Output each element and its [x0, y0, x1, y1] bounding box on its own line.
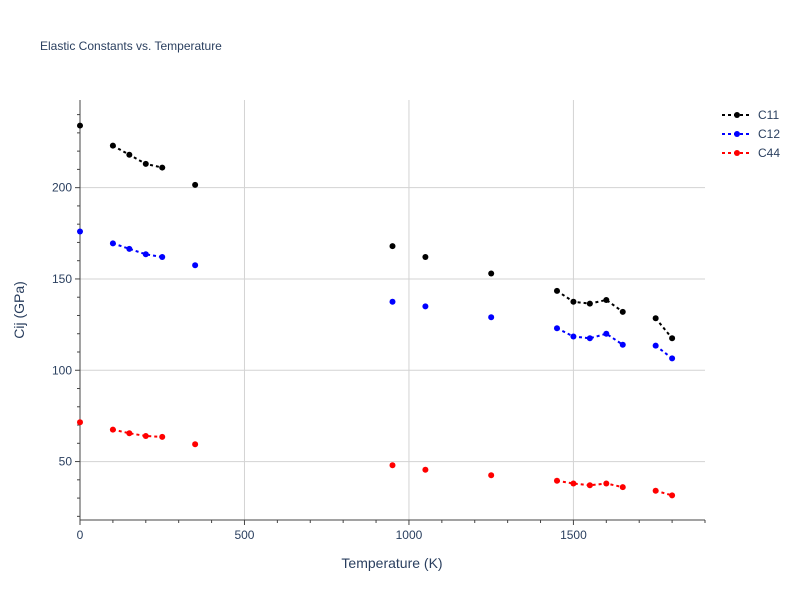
legend-item-c11[interactable]: C11 — [722, 108, 779, 122]
data-point-c44 — [109, 426, 116, 433]
data-point-c44 — [126, 430, 133, 437]
data-point-c11 — [652, 315, 659, 322]
data-point-c11 — [389, 243, 396, 250]
legend-label: C11 — [758, 108, 779, 122]
data-point-c12 — [669, 355, 676, 362]
data-point-c11 — [142, 160, 149, 167]
series-c12 — [77, 228, 676, 362]
legend-item-c12[interactable]: C12 — [722, 127, 780, 141]
data-point-c12 — [619, 341, 626, 348]
series-layer — [77, 122, 676, 499]
legend-swatch-marker — [734, 131, 740, 137]
grid — [80, 100, 705, 520]
x-tick-label: 0 — [77, 528, 84, 542]
data-point-c12 — [126, 245, 133, 252]
legend-swatch-marker — [734, 112, 740, 118]
legend-item-c44[interactable]: C44 — [722, 146, 780, 160]
data-point-c11 — [603, 296, 610, 303]
axes: 0 500 1000 1500 50 100 150 200 — [52, 100, 706, 542]
data-point-c12 — [159, 254, 166, 261]
data-point-c12 — [553, 325, 560, 332]
data-point-c44 — [603, 480, 610, 487]
data-point-c11 — [488, 270, 495, 277]
data-point-c11 — [159, 164, 166, 171]
series-c11 — [77, 122, 676, 342]
series-line-c44 — [556, 479, 623, 489]
data-point-c44 — [159, 433, 166, 440]
data-point-c12 — [142, 251, 149, 258]
data-point-c12 — [389, 298, 396, 305]
series-line-c44 — [112, 428, 163, 438]
data-point-c11 — [586, 300, 593, 307]
data-point-c11 — [570, 298, 577, 305]
data-point-c44 — [77, 419, 83, 426]
data-point-c12 — [603, 330, 610, 337]
y-tick-label: 50 — [59, 455, 73, 469]
data-point-c11 — [192, 181, 199, 188]
data-point-c11 — [126, 151, 133, 158]
data-point-c11 — [109, 142, 116, 149]
data-point-c44 — [389, 462, 396, 469]
data-point-c44 — [553, 477, 560, 484]
series-c44 — [77, 419, 676, 499]
data-point-c44 — [586, 482, 593, 489]
data-point-c44 — [422, 466, 429, 473]
data-point-c11 — [422, 254, 429, 261]
x-tick-label: 1000 — [396, 528, 423, 542]
series-line-c12 — [655, 344, 673, 360]
y-tick-label: 150 — [52, 272, 72, 286]
x-tick-label: 500 — [234, 528, 254, 542]
data-point-c11 — [553, 287, 560, 294]
data-point-c12 — [422, 303, 429, 310]
series-line-c11 — [654, 317, 673, 339]
data-point-c44 — [570, 480, 577, 487]
chart-title: Elastic Constants vs. Temperature — [40, 39, 222, 53]
x-axis-title: Temperature (K) — [341, 555, 442, 571]
series-line-c12 — [112, 242, 163, 259]
data-point-c12 — [109, 240, 116, 247]
data-point-c12 — [192, 262, 199, 269]
y-tick-label: 100 — [52, 363, 72, 377]
data-point-c12 — [570, 333, 577, 340]
legend[interactable]: C11 C12 C44 — [722, 108, 780, 160]
series-line-c12 — [556, 327, 624, 346]
legend-label: C44 — [758, 146, 780, 160]
data-point-c44 — [652, 487, 659, 494]
data-point-c44 — [142, 433, 149, 439]
data-point-c11 — [77, 122, 83, 129]
legend-swatch-marker — [734, 150, 740, 156]
data-point-c12 — [652, 342, 659, 349]
y-tick-label: 200 — [52, 181, 72, 195]
data-point-c44 — [619, 484, 626, 491]
data-point-c11 — [669, 335, 676, 342]
data-point-c44 — [669, 492, 676, 499]
series-line-c11 — [112, 144, 163, 169]
data-point-c44 — [488, 472, 495, 479]
data-point-c12 — [488, 314, 495, 321]
data-point-c11 — [619, 308, 626, 315]
data-point-c12 — [586, 335, 593, 342]
data-point-c12 — [77, 228, 83, 235]
x-tick-label: 1500 — [560, 528, 587, 542]
data-point-c44 — [192, 441, 199, 448]
legend-label: C12 — [758, 127, 780, 141]
y-axis-title: Cij (GPa) — [11, 281, 27, 339]
